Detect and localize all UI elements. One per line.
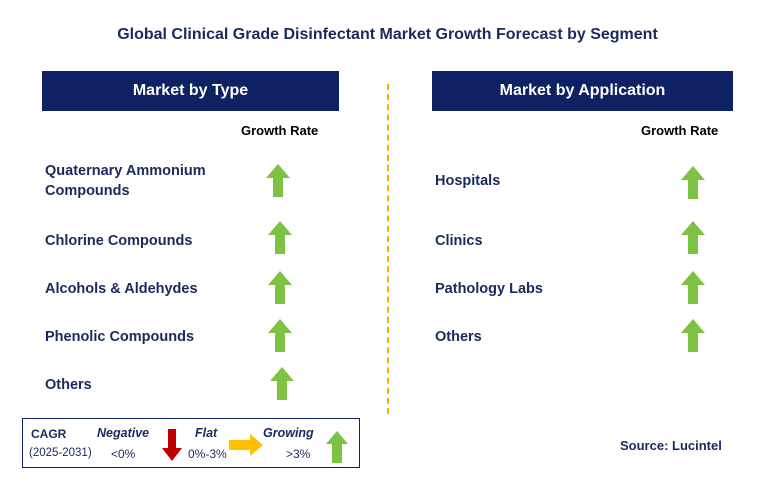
down-arrow-icon [162, 429, 182, 461]
up-arrow-icon [681, 166, 705, 199]
type-item-quaternary: Quaternary Ammonium Compounds [45, 163, 206, 199]
application-item-others: Others [435, 329, 482, 345]
right-arrow-icon [229, 434, 263, 456]
up-arrow-icon [681, 271, 705, 304]
application-item-hospitals: Hospitals [435, 173, 501, 189]
application-growth-rate-label: Growth Rate [641, 123, 719, 138]
legend-growing-label: Growing [263, 426, 314, 440]
source-label: Source: Lucintel [620, 438, 722, 453]
panel-divider [387, 84, 389, 414]
up-arrow-icon [268, 319, 292, 352]
up-arrow-icon [681, 319, 705, 352]
application-item-pathology: Pathology Labs [435, 281, 543, 297]
type-item-alcohols: Alcohols & Aldehydes [45, 281, 198, 297]
legend-negative-label: Negative [97, 426, 150, 440]
cagr-legend: CAGR (2025-2031) Negative <0% Flat 0%-3%… [22, 418, 360, 468]
up-arrow-icon [681, 221, 705, 254]
legend-period: (2025-2031) [29, 447, 92, 459]
up-arrow-icon [270, 367, 294, 400]
type-item-chlorine: Chlorine Compounds [45, 233, 193, 249]
application-item-clinics: Clinics [435, 233, 483, 249]
type-panel-header: Market by Type [42, 71, 339, 111]
legend-growing-range: >3% [286, 447, 311, 461]
application-panel-header: Market by Application [432, 71, 733, 111]
type-item-phenolic: Phenolic Compounds [45, 329, 195, 345]
legend-cagr-label: CAGR [31, 427, 67, 441]
legend-negative-range: <0% [111, 447, 136, 461]
up-arrow-icon [268, 221, 292, 254]
up-arrow-icon [326, 431, 348, 463]
legend-flat-label: Flat [195, 426, 218, 440]
up-arrow-icon [266, 164, 290, 197]
type-item-others: Others [45, 377, 92, 393]
legend-flat-range: 0%-3% [188, 447, 227, 461]
page-title: Global Clinical Grade Disinfectant Marke… [117, 26, 658, 43]
type-growth-rate-label: Growth Rate [241, 123, 319, 138]
up-arrow-icon [268, 271, 292, 304]
